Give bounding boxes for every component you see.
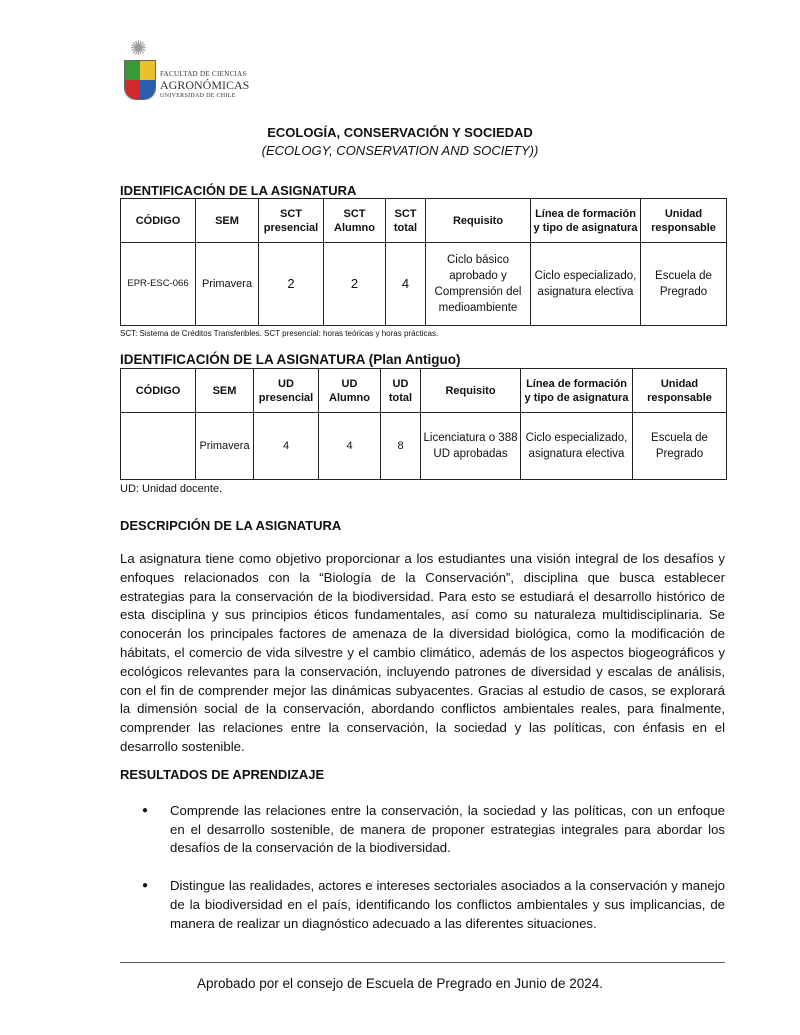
cell-sem: Primavera	[195, 242, 259, 326]
cell-sem: Primavera	[195, 412, 254, 480]
table-row: EPR-ESC-066 Primavera 2 2 4 Ciclo básico…	[120, 242, 727, 326]
list-item: Distingue las realidades, actores e inte…	[120, 877, 725, 933]
header-cell: UD total	[380, 368, 421, 413]
header-cell: Línea de formación y tipo de asignatura	[520, 368, 633, 413]
header-cell: SEM	[195, 198, 259, 243]
list-item: Comprende las relaciones entre la conser…	[120, 802, 725, 858]
logo-line1: FACULTAD DE CIENCIAS	[160, 70, 247, 78]
footer-divider	[120, 962, 725, 963]
description-heading: DESCRIPCIÓN DE LA ASIGNATURA	[120, 518, 342, 533]
footer-text: Aprobado por el consejo de Escuela de Pr…	[196, 976, 604, 991]
header-cell: UD presencial	[253, 368, 319, 413]
cell-linea: Ciclo especializado, asignatura electiva	[530, 242, 641, 326]
outcomes-list: Comprende las relaciones entre la conser…	[120, 802, 725, 934]
logo-line2: AGRONÓMICAS	[160, 78, 250, 92]
cell-linea: Ciclo especializado, asignatura electiva	[520, 412, 633, 480]
section1-heading: IDENTIFICACIÓN DE LA ASIGNATURA	[120, 183, 357, 198]
section2-heading: IDENTIFICACIÓN DE LA ASIGNATURA (Plan An…	[120, 352, 461, 367]
header-cell: SCT presencial	[258, 198, 324, 243]
header-cell: Unidad responsable	[640, 198, 727, 243]
table-header-row: CÓDIGO SEM UD presencial UD Alumno UD to…	[120, 368, 727, 413]
course-id-table: CÓDIGO SEM SCT presencial SCT Alumno SCT…	[120, 198, 727, 326]
logo-line3: UNIVERSIDAD DE CHILE	[160, 93, 236, 99]
header-cell: Requisito	[420, 368, 521, 413]
outcomes-heading: RESULTADOS DE APRENDIZAJE	[120, 766, 325, 782]
cell-requisito: Licenciatura o 388 UD aprobadas	[420, 412, 521, 480]
cell-code	[120, 412, 196, 480]
page-title: ECOLOGÍA, CONSERVACIÓN Y SOCIEDAD	[267, 125, 533, 140]
cell-presencial: 2	[258, 242, 324, 326]
sun-emblem-icon: ✺	[130, 38, 147, 60]
section2-note: UD: Unidad docente.	[120, 483, 223, 495]
shield-icon	[124, 60, 156, 100]
header-cell: CÓDIGO	[120, 198, 196, 243]
header-cell: Requisito	[425, 198, 531, 243]
table-header-row: CÓDIGO SEM SCT presencial SCT Alumno SCT…	[120, 198, 727, 243]
description-text: La asignatura tiene como objetivo propor…	[120, 551, 725, 754]
cell-total: 4	[385, 242, 426, 326]
old-plan-table: CÓDIGO SEM UD presencial UD Alumno UD to…	[120, 368, 727, 480]
cell-total: 8	[380, 412, 421, 480]
cell-code: EPR-ESC-066	[120, 242, 196, 326]
page-subtitle: (ECOLOGY, CONSERVATION AND SOCIETY))	[261, 143, 539, 158]
cell-unidad: Escuela de Pregrado	[640, 242, 727, 326]
cell-alumno: 2	[323, 242, 386, 326]
document-body: IDENTIFICACIÓN DE LA ASIGNATURA CÓDIGO S…	[120, 183, 727, 953]
header-cell: UD Alumno	[318, 368, 381, 413]
cell-unidad: Escuela de Pregrado	[632, 412, 727, 480]
header-cell: SCT total	[385, 198, 426, 243]
section1-note: SCT: Sistema de Créditos Transferibles. …	[120, 329, 439, 338]
table-row: Primavera 4 4 8 Licenciatura o 388 UD ap…	[120, 412, 727, 480]
cell-requisito: Ciclo básico aprobado y Comprensión del …	[425, 242, 531, 326]
header-cell: CÓDIGO	[120, 368, 196, 413]
header-cell: Unidad responsable	[632, 368, 727, 413]
cell-alumno: 4	[318, 412, 381, 480]
header-cell: Línea de formación y tipo de asignatura	[530, 198, 641, 243]
header-cell: SEM	[195, 368, 254, 413]
cell-presencial: 4	[253, 412, 319, 480]
header-cell: SCT Alumno	[323, 198, 386, 243]
faculty-logo: ✺ FACULTAD DE CIENCIAS AGRONÓMICAS UNIVE…	[122, 38, 249, 102]
